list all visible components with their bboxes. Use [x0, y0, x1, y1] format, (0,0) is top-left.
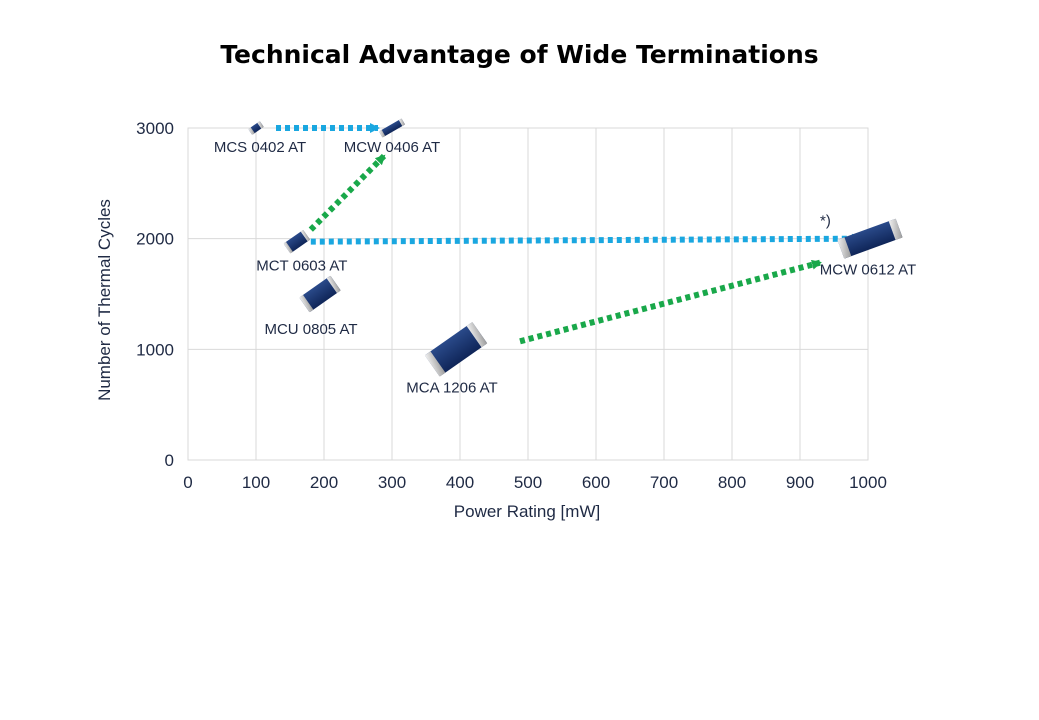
arrow — [310, 233, 862, 245]
data-point — [378, 118, 406, 138]
chip-termination — [466, 322, 488, 348]
y-tick-label: 1000 — [136, 340, 174, 359]
x-tick-label: 400 — [446, 473, 474, 492]
y-tick-label: 3000 — [136, 119, 174, 138]
point-label: MCU 0805 AT — [264, 321, 357, 338]
chart-title: Technical Advantage of Wide Terminations — [220, 40, 819, 69]
point-label: MCW 0612 AT — [820, 262, 916, 279]
data-point — [299, 275, 341, 313]
x-tick-label: 500 — [514, 473, 542, 492]
point-label: MCS 0402 AT — [214, 139, 306, 156]
y-axis-label: Number of Thermal Cycles — [95, 199, 114, 401]
plot-frame — [187, 127, 869, 461]
data-point — [248, 121, 264, 135]
chip-termination — [257, 121, 264, 129]
chip-body — [283, 230, 310, 254]
chip-termination — [424, 351, 446, 377]
x-tick-label: 1000 — [849, 473, 887, 492]
chip-termination — [299, 294, 314, 313]
data-point — [837, 218, 903, 259]
x-tick-label: 300 — [378, 473, 406, 492]
x-tick-label: 600 — [582, 473, 610, 492]
x-axis-label: Power Rating [mW] — [454, 502, 600, 521]
point-label: MCT 0603 AT — [256, 258, 347, 275]
arrow — [519, 259, 822, 345]
point-label: MCA 1206 AT — [406, 379, 497, 396]
chip-body — [299, 276, 341, 312]
chip-body — [837, 218, 903, 259]
data-point — [283, 229, 311, 254]
chip-termination — [888, 218, 903, 241]
chip-termination — [378, 129, 386, 138]
arrow — [308, 153, 387, 232]
x-tick-label: 900 — [786, 473, 814, 492]
point-label: MCW 0406 AT — [344, 139, 440, 156]
chip-termination — [300, 229, 311, 242]
x-tick-label: 700 — [650, 473, 678, 492]
chip-body — [379, 118, 405, 138]
data-point — [424, 322, 488, 377]
chip-termination — [283, 241, 293, 254]
chip-termination — [326, 275, 341, 294]
y-tick-label: 0 — [165, 451, 174, 470]
x-tick-label: 0 — [183, 473, 192, 492]
annotation-label: *) — [820, 213, 831, 230]
y-tick-label: 2000 — [136, 230, 174, 249]
x-tick-label: 200 — [310, 473, 338, 492]
chip-termination — [248, 127, 255, 135]
chip-body — [425, 322, 487, 377]
x-tick-label: 100 — [242, 473, 270, 492]
x-tick-label: 800 — [718, 473, 746, 492]
chip-termination — [837, 237, 852, 259]
chip-termination — [398, 118, 406, 127]
